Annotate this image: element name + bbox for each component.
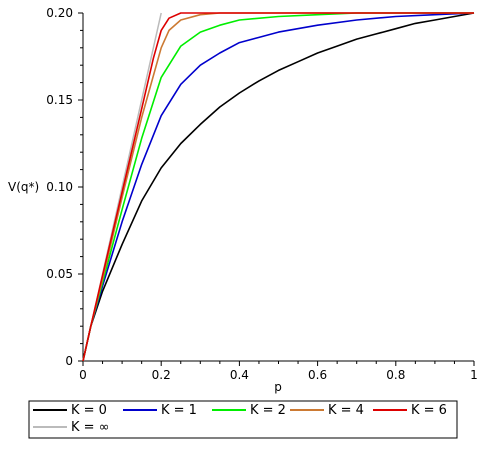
legend-label: K = 0 xyxy=(71,403,107,418)
x-tick-label: 0.6 xyxy=(308,368,327,382)
legend: K = 0 K = 1 K = 2 K = 4 K = 6 K = ∞ xyxy=(28,400,458,439)
series-line xyxy=(82,12,475,362)
x-tick-label: 0.8 xyxy=(386,368,405,382)
legend-box xyxy=(28,400,458,439)
series-line xyxy=(82,12,475,362)
plot-area xyxy=(82,12,475,362)
y-tick-label: 0 xyxy=(65,354,73,368)
x-axis-label: p xyxy=(274,380,282,394)
series-line xyxy=(82,12,474,362)
y-tick-label: 0.10 xyxy=(46,180,73,194)
legend-label: K = 1 xyxy=(161,403,197,418)
axes: 0 0.2 0.4 0.6 0.8 1 0 0.05 0.10 0.15 0.20 xyxy=(46,6,478,382)
x-tick-label: 0 xyxy=(79,368,87,382)
y-axis-label: V(q*) xyxy=(8,180,39,194)
legend-label: K = 2 xyxy=(250,403,286,418)
x-tick-label: 0.4 xyxy=(230,368,249,382)
y-tick-label: 0.15 xyxy=(46,93,73,107)
legend-label: K = 6 xyxy=(411,403,447,418)
x-tick-label: 1 xyxy=(470,368,478,382)
series-line xyxy=(82,12,474,362)
series-line xyxy=(82,12,474,362)
y-tick-label: 0.20 xyxy=(46,6,73,20)
y-tick-label: 0.05 xyxy=(46,267,73,281)
legend-label: K = ∞ xyxy=(71,420,110,435)
legend-label: K = 4 xyxy=(328,403,364,418)
x-tick-label: 0.2 xyxy=(152,368,171,382)
